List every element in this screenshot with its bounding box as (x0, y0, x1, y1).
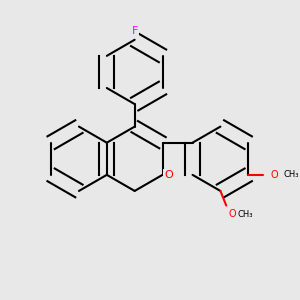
Text: O: O (271, 170, 278, 180)
Text: O: O (228, 209, 236, 219)
Text: CH₃: CH₃ (283, 170, 299, 179)
Text: O: O (164, 170, 173, 180)
Text: CH₃: CH₃ (238, 210, 254, 219)
Text: F: F (131, 26, 138, 36)
